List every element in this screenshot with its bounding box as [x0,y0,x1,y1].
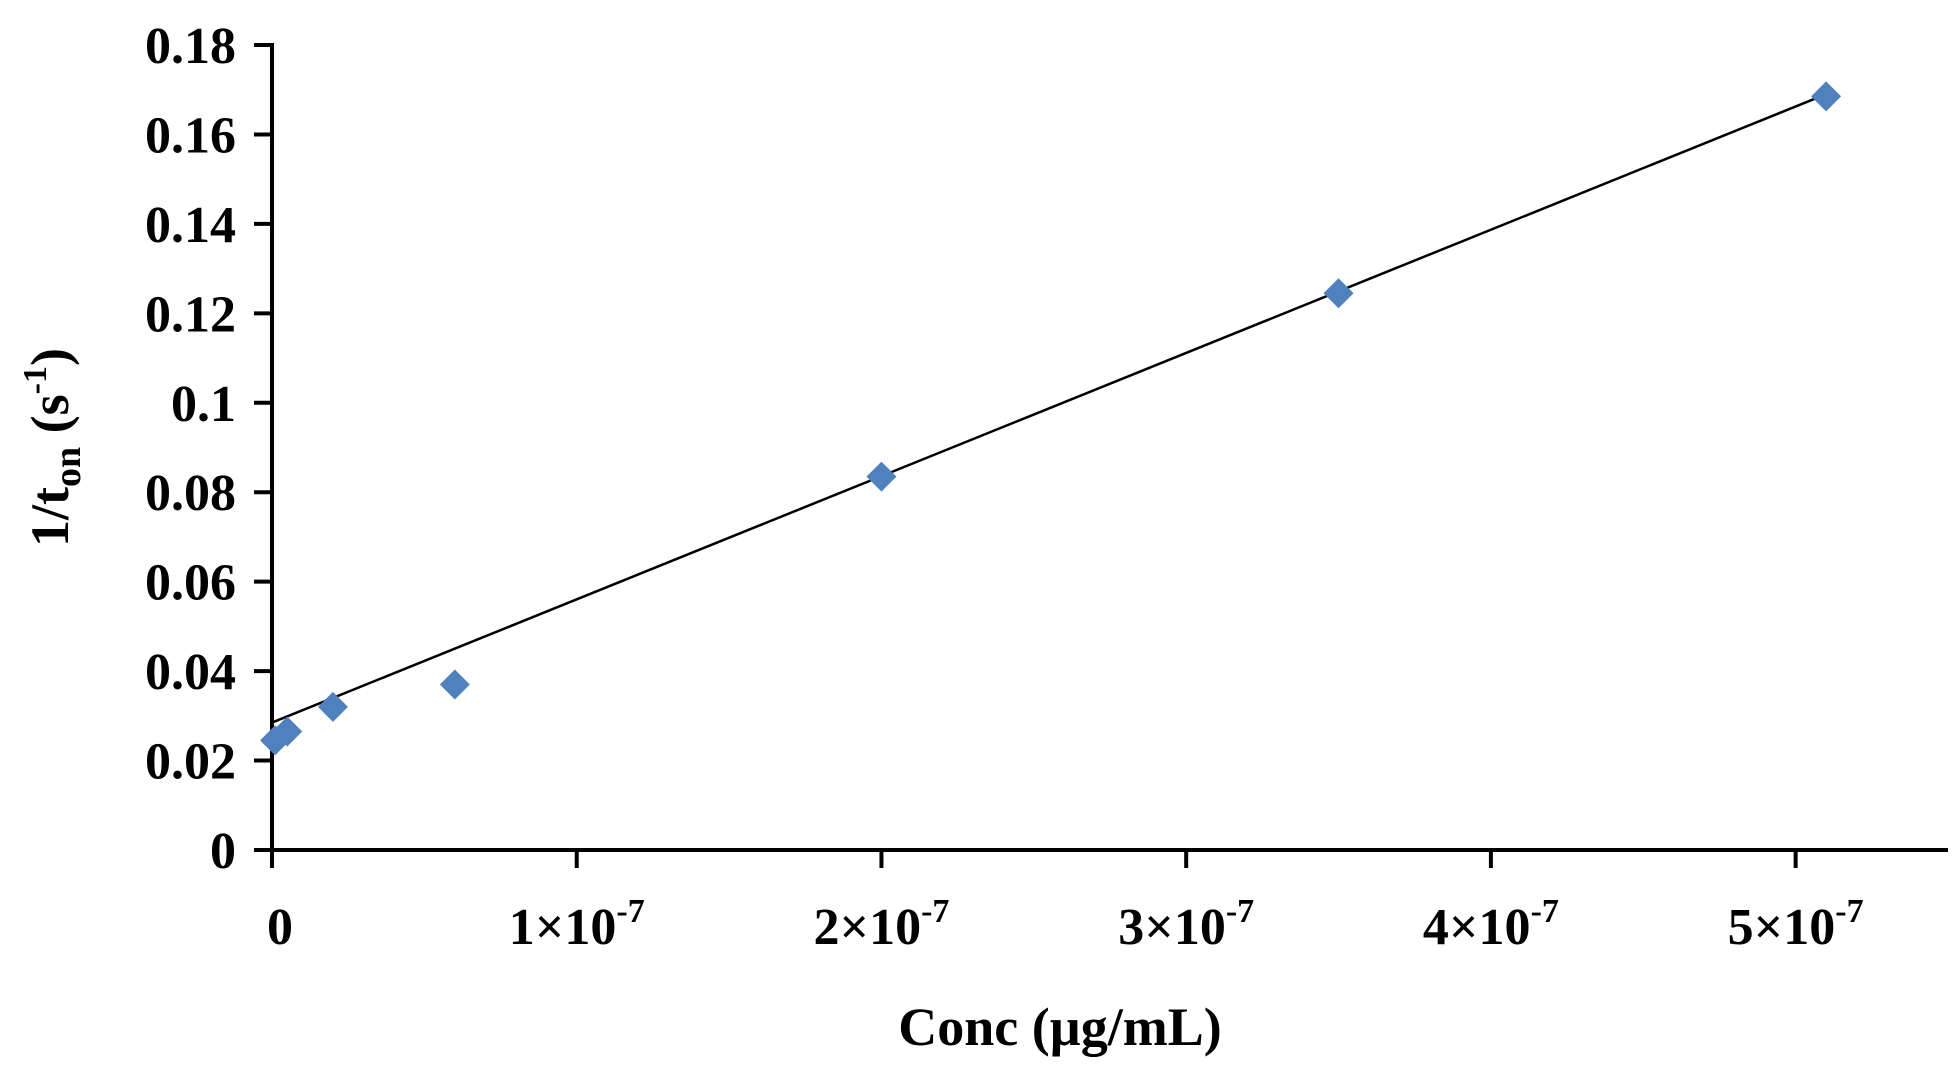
x-tick-label: 3×10-7 [1118,893,1254,956]
trendline [271,93,1827,724]
data-points [260,81,1842,756]
data-point-diamond [1811,81,1842,112]
y-tick-label: 0.02 [145,734,236,791]
data-point-diamond [866,461,897,492]
data-point-diamond [1323,278,1354,309]
x-tick-label: 1×10-7 [509,893,645,956]
x-axis-title: Conc (µg/mL) [898,997,1222,1057]
y-tick-label: 0.06 [145,555,236,612]
y-tick-label: 0.14 [145,197,236,254]
y-tick-label: 0 [210,823,236,880]
x-tick-label: 0 [267,899,293,956]
axes [254,43,1948,868]
y-tick-label: 0.1 [171,376,236,433]
data-point-diamond [439,669,470,700]
tick-labels: 0 0.02 0.04 0.06 0.08 0.1 0.12 0.14 0.16 0.18 0 1×1… [145,18,1864,956]
x-tick-label: 2×10-7 [813,893,949,956]
x-tick-label: 5×10-7 [1728,893,1864,956]
y-tick-label: 0.18 [145,18,236,75]
x-tick-label: 4×10-7 [1423,893,1559,956]
axis-titles: Conc (µg/mL) 1/ton (s-1) [17,348,1222,1057]
y-tick-label: 0.16 [145,107,236,164]
data-point-diamond [272,716,303,747]
y-axis-title: 1/ton (s-1) [17,348,89,547]
trendline-layer [271,93,1827,724]
y-tick-label: 0.04 [145,644,236,701]
y-tick-label: 0.08 [145,465,236,522]
y-tick-label: 0.12 [145,286,236,343]
data-point-diamond [317,691,348,722]
